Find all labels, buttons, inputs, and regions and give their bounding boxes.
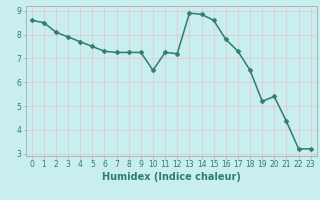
X-axis label: Humidex (Indice chaleur): Humidex (Indice chaleur) [102, 172, 241, 182]
